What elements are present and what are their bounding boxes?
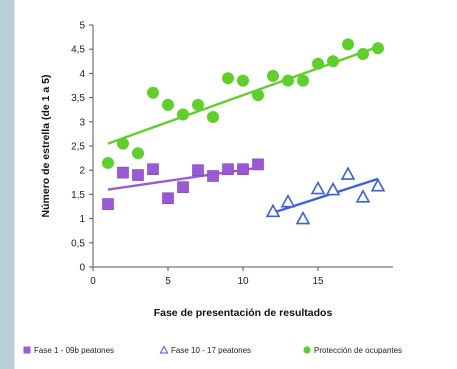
data-point-circle <box>342 38 354 51</box>
y-tick-label: 0,5 <box>71 238 85 249</box>
data-points <box>102 38 386 225</box>
data-point-circle <box>267 69 279 82</box>
data-point-square <box>117 166 129 179</box>
data-point-circle <box>297 74 309 87</box>
y-tick-label: 0 <box>79 263 85 274</box>
data-point-triangle <box>310 180 326 195</box>
data-point-square <box>102 198 114 210</box>
data-point-circle <box>222 72 234 85</box>
x-axis-title: Fase de presentación de resultados <box>154 307 333 319</box>
data-point-circle <box>132 147 144 160</box>
data-point-circle <box>312 57 324 70</box>
data-point-circle <box>192 98 204 111</box>
data-point-circle <box>357 48 369 61</box>
data-point-square <box>132 169 144 181</box>
y-tick-label: 1 <box>79 214 85 225</box>
x-tick-label: 5 <box>165 276 171 287</box>
x-tick-label: 0 <box>90 276 96 287</box>
y-tick-label: 3,5 <box>71 93 85 104</box>
y-tick-label: 1,5 <box>71 190 85 201</box>
data-point-circle <box>162 98 174 111</box>
y-tick-label: 2,5 <box>71 142 85 153</box>
data-point-square <box>192 164 204 176</box>
data-point-circle <box>117 137 129 150</box>
legend-label: Fase 1 - 09b peatones <box>34 346 114 355</box>
data-point-triangle <box>265 203 281 218</box>
data-point-square <box>207 170 219 182</box>
legend: Fase 1 - 09b peatones Fase 10 - 17 peaton… <box>23 345 402 355</box>
scatter-chart: 0 0,5 1 1,5 2 2,5 3 3,5 4 4,5 5 0 5 10 15 Fase de pres… <box>23 21 402 355</box>
data-point-triangle <box>370 178 386 192</box>
x-tick-label: 10 <box>237 276 249 287</box>
data-point-circle <box>237 74 249 87</box>
data-point-circle <box>177 108 189 121</box>
data-point-triangle <box>340 166 356 180</box>
y-tick-label: 4,5 <box>71 45 85 56</box>
data-point-square <box>222 163 234 176</box>
data-point-triangle <box>355 189 371 203</box>
data-point-square <box>177 181 189 193</box>
data-point-circle <box>207 110 219 123</box>
data-point-circle <box>372 42 384 55</box>
legend-marker-triangle <box>159 345 169 354</box>
trend-lines <box>107 45 379 214</box>
data-point-square <box>237 163 249 176</box>
legend-marker-circle <box>303 346 311 354</box>
legend-label: Fase 10 - 17 peatones <box>171 346 251 355</box>
data-point-circle <box>102 156 114 169</box>
data-point-triangle <box>280 193 296 208</box>
data-point-circle <box>282 74 294 87</box>
data-point-circle <box>252 89 264 102</box>
chart-panel: 0 0,5 1 1,5 2 2,5 3 3,5 4 4,5 5 0 5 10 15 Fase de pres… <box>14 0 457 369</box>
data-point-triangle <box>325 181 341 196</box>
y-tick-label: 2 <box>79 166 85 177</box>
legend-label: Protección de ocupantes <box>314 346 402 355</box>
tick-labels: 0 0,5 1 1,5 2 2,5 3 3,5 4 4,5 5 0 5 10 15 <box>71 21 324 288</box>
y-tick-label: 3 <box>79 117 85 128</box>
data-point-square <box>252 158 264 171</box>
data-point-square <box>162 192 174 205</box>
data-point-circle <box>147 86 159 99</box>
axes <box>89 24 393 271</box>
data-point-triangle <box>295 210 311 225</box>
y-axis-title: Número de estrella (de 1 a 5) <box>40 75 52 218</box>
y-tick-label: 5 <box>79 21 85 32</box>
data-point-square <box>147 163 159 176</box>
y-tick-label: 4 <box>79 69 85 80</box>
legend-marker-square <box>23 346 31 354</box>
x-tick-label: 15 <box>312 276 324 287</box>
data-point-circle <box>327 55 339 68</box>
